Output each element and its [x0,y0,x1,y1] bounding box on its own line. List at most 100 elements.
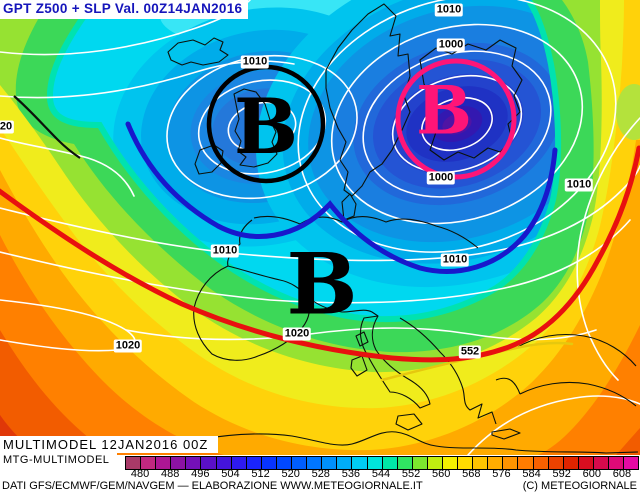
band-deeporange-576-sw [0,330,118,455]
colorbar-tick: 512 [251,468,270,480]
colorbar-cell [382,457,398,469]
pressure-label: 1000 [426,171,456,185]
blue-trough-line [125,121,558,274]
colorbar-cell [624,457,639,469]
low-pressure-symbol: B [286,234,358,334]
colorbar-cell [578,457,594,469]
coast-north-africa [195,431,639,454]
colorbar-cell [548,457,564,469]
coast-iceland [167,37,229,66]
colorbar-tick: 600 [582,468,601,480]
pressure-label: 1010 [440,253,470,267]
coast-aegean [495,377,521,395]
coast-sardinia [350,355,368,377]
colorbar-tick: 584 [522,468,541,480]
colorbar-tick: 608 [612,468,632,480]
colorbar-cell [307,457,323,469]
band-deeporange-576-se [616,428,640,455]
colorbar-cell [126,457,142,469]
model-name-label: MTG-MULTIMODEL [0,453,118,467]
pressure-label: 1010 [240,55,270,69]
colorbar-cell [473,457,489,469]
coast-finland-kola [419,39,523,161]
slp-ring [362,50,552,198]
band-darkorange-568-se [538,325,640,455]
coast-blacksea-north [515,333,637,367]
colorbar-cells [125,456,639,470]
colorbar-cell [201,457,217,469]
colorbar-tick: 520 [281,468,300,480]
colorbar-cell [412,457,428,469]
colorbar-cell [156,457,172,469]
colorbar-cell [458,457,474,469]
colorbar-cell [397,457,413,469]
colorbar-tick: 576 [492,468,511,480]
colorbar-cell [488,457,504,469]
coast-turkey-north [519,381,637,407]
colorbar-tick-labels: 480 488 496 504 512 520 528 536 544 552 560 568 576 5… [0,469,640,480]
z500-fill-bands [0,0,640,455]
slp-ring [297,0,617,253]
coast-northsea-baltic [253,215,479,249]
map-title: GPT Z500 + SLP Val. 00Z14JAN2016 [0,0,249,19]
colorbar-tick: 536 [341,468,361,480]
pressure-label: 1000 [436,38,466,52]
colorbar-tick: 592 [552,468,571,480]
coast-crete [491,428,521,440]
pressure-label: 1020 [113,339,143,353]
band-right-edge-dip [616,84,640,140]
slp-arc [467,395,640,455]
colorbar-cell [292,457,308,469]
colorbar-tick: 488 [160,468,180,480]
colorbar-cell [276,457,293,469]
pressure-label: 20 [0,120,15,134]
colorbar-cell [186,457,202,469]
colorbar-cell [261,457,277,469]
weather-map-svg [0,0,640,455]
colorbar-tick: 528 [311,468,330,480]
slp-ring [330,23,584,225]
baltic-band-11 [442,113,472,135]
slp-arc [0,165,640,262]
colorbar-tick: 480 [130,468,150,480]
band-gold-556 [0,0,640,455]
colorbar-cell [593,457,609,469]
coast-iberia [193,265,311,361]
coast-scandinavia [325,3,411,197]
pressure-label: 552 [458,345,482,359]
colorbar-cell [518,457,534,469]
slp-arc [0,219,631,304]
low-circle-magenta [395,58,517,180]
band-darkorange-568-sw [0,235,224,455]
coast-sicily [395,413,423,431]
colorbar-tick: 552 [401,468,421,480]
slp-ring [197,79,327,175]
red-front-line [0,145,640,363]
slp-arc [576,117,640,381]
colorbar-tick: 544 [371,468,391,480]
colorbar-cell [367,457,383,469]
colorbar-cell [503,457,519,469]
pressure-label: 1010 [564,178,594,192]
colorbar-tick: 496 [191,468,210,480]
colorbar-cell [141,457,157,469]
coast-balkans [399,317,497,425]
colorbar-tick: 568 [462,468,481,480]
colorbar-cell [442,457,459,469]
colorbar-cell [352,457,368,469]
run-label: MULTIMODEL 12JAN2016 00Z [0,436,219,453]
pressure-label: 1020 [282,327,312,341]
colorbar-cell [427,457,443,469]
colorbar-cell [246,457,262,469]
colorbar-cell [609,457,625,469]
coast-france-west [227,219,253,267]
pressure-label: 1010 [210,244,240,258]
coast-france-med [305,295,379,317]
coast-corsica [355,331,369,347]
credits-right: (C) METEOGIORNALE [522,480,637,492]
credits-left: DATI GFS/ECMWF/GEM/NAVGEM — ELABORAZIONE… [2,480,423,492]
colorbar-tick: 504 [221,468,240,480]
colorbar-cell [533,457,549,469]
slp-ring [421,96,493,152]
